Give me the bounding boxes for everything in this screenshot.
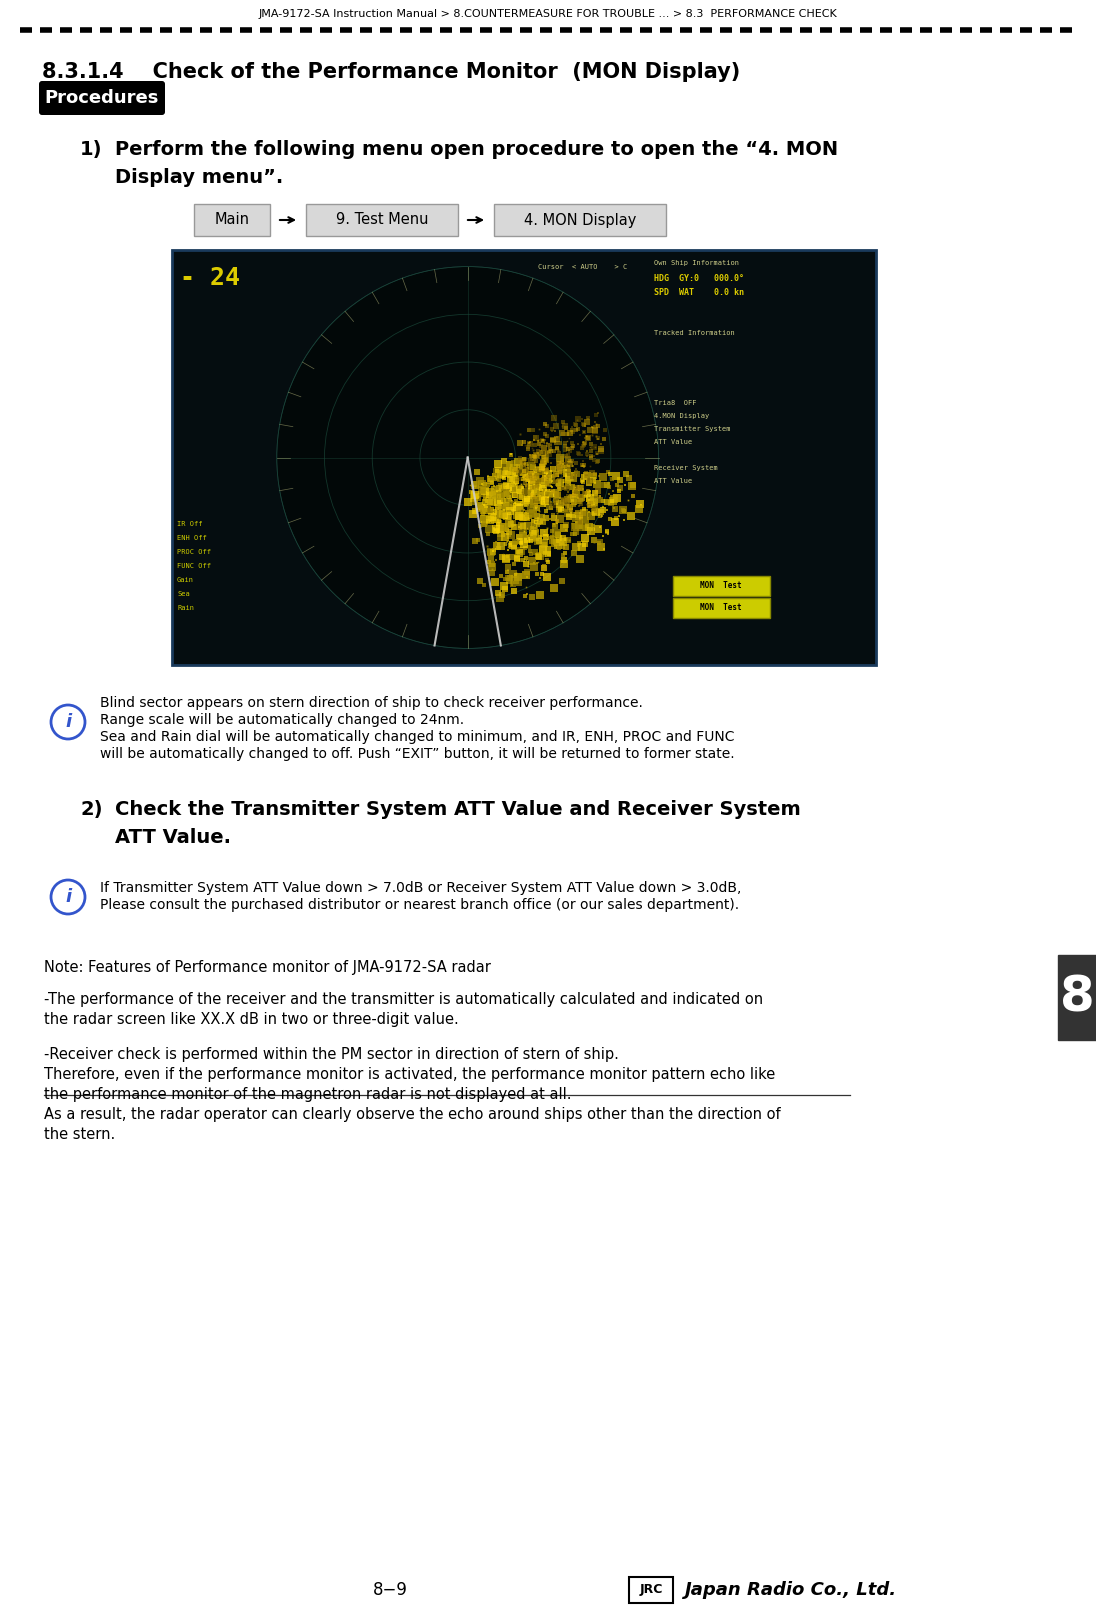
Text: Procedures: Procedures: [45, 89, 159, 107]
Text: Note: Features of Performance monitor of JMA-9172-SA radar: Note: Features of Performance monitor of…: [44, 961, 491, 975]
Text: HDG  GY:0   000.0°: HDG GY:0 000.0°: [654, 274, 744, 284]
Text: Receiver System: Receiver System: [654, 465, 718, 471]
FancyBboxPatch shape: [172, 249, 876, 664]
Text: JMA-9172-SA Instruction Manual > 8.COUNTERMEASURE FOR TROUBLE ... > 8.3  PERFORM: JMA-9172-SA Instruction Manual > 8.COUNT…: [259, 10, 837, 19]
FancyBboxPatch shape: [494, 204, 666, 237]
Text: ATT Value: ATT Value: [654, 439, 693, 446]
Text: Main: Main: [215, 212, 250, 227]
Text: 4. MON Display: 4. MON Display: [524, 212, 636, 227]
FancyBboxPatch shape: [194, 204, 270, 237]
Text: Rain: Rain: [176, 604, 194, 611]
Text: 8−9: 8−9: [373, 1581, 408, 1599]
Text: Range scale will be automatically changed to 24nm.: Range scale will be automatically change…: [100, 713, 464, 727]
Text: i: i: [65, 713, 71, 731]
Text: Gain: Gain: [176, 577, 194, 583]
FancyBboxPatch shape: [306, 204, 458, 237]
Text: FUNC Off: FUNC Off: [176, 562, 212, 569]
Text: Sea: Sea: [176, 591, 190, 596]
Text: Please consult the purchased distributor or nearest branch office (or our sales : Please consult the purchased distributor…: [100, 897, 739, 912]
Text: 2): 2): [80, 800, 103, 820]
Text: Therefore, even if the performance monitor is activated, the performance monitor: Therefore, even if the performance monit…: [44, 1068, 775, 1082]
Text: the stern.: the stern.: [44, 1128, 115, 1142]
Circle shape: [277, 267, 659, 648]
Text: Blind sector appears on stern direction of ship to check receiver performance.: Blind sector appears on stern direction …: [100, 697, 643, 710]
Text: -The performance of the receiver and the transmitter is automatically calculated: -The performance of the receiver and the…: [44, 991, 763, 1008]
Text: -Receiver check is performed within the PM sector in direction of stern of ship.: -Receiver check is performed within the …: [44, 1047, 619, 1063]
Text: MON  Test: MON Test: [700, 582, 742, 591]
Text: ATT Value: ATT Value: [654, 478, 693, 484]
FancyBboxPatch shape: [673, 577, 770, 596]
Text: the performance monitor of the magnetron radar is not displayed at all.: the performance monitor of the magnetron…: [44, 1087, 571, 1102]
Text: If Transmitter System ATT Value down > 7.0dB or Receiver System ATT Value down >: If Transmitter System ATT Value down > 7…: [100, 881, 741, 894]
Text: Tria8  OFF: Tria8 OFF: [654, 400, 697, 407]
Text: 8: 8: [1060, 974, 1095, 1022]
Text: Check the Transmitter System ATT Value and Receiver System: Check the Transmitter System ATT Value a…: [115, 800, 801, 820]
Text: As a result, the radar operator can clearly observe the echo around ships other : As a result, the radar operator can clea…: [44, 1106, 780, 1123]
FancyBboxPatch shape: [39, 81, 165, 115]
Text: Perform the following menu open procedure to open the “4. MON: Perform the following menu open procedur…: [115, 139, 838, 159]
Text: will be automatically changed to off. Push “EXIT” button, it will be returned to: will be automatically changed to off. Pu…: [100, 747, 734, 761]
Text: JRC: JRC: [639, 1583, 663, 1596]
Text: Sea and Rain dial will be automatically changed to minimum, and IR, ENH, PROC an: Sea and Rain dial will be automatically …: [100, 731, 734, 744]
Text: 9. Test Menu: 9. Test Menu: [335, 212, 429, 227]
Text: Tracked Information: Tracked Information: [654, 330, 735, 335]
Text: Japan Radio Co., Ltd.: Japan Radio Co., Ltd.: [685, 1581, 898, 1599]
Text: IR Off: IR Off: [176, 522, 203, 526]
Text: ENH Off: ENH Off: [176, 535, 207, 541]
Text: 4.MON Display: 4.MON Display: [654, 413, 709, 420]
Text: 8.3.1.4    Check of the Performance Monitor  (MON Display): 8.3.1.4 Check of the Performance Monitor…: [42, 62, 740, 83]
Text: the radar screen like XX.X dB in two or three-digit value.: the radar screen like XX.X dB in two or …: [44, 1012, 459, 1027]
Text: PROC Off: PROC Off: [176, 549, 212, 556]
FancyBboxPatch shape: [629, 1576, 673, 1604]
Text: SPD  WAT    0.0 kn: SPD WAT 0.0 kn: [654, 288, 744, 296]
Text: Own Ship Information: Own Ship Information: [654, 259, 739, 266]
Text: MON  Test: MON Test: [700, 604, 742, 612]
Text: Display menu”.: Display menu”.: [115, 168, 283, 186]
Text: ATT Value.: ATT Value.: [115, 828, 231, 847]
Text: - 24: - 24: [180, 266, 240, 290]
FancyBboxPatch shape: [673, 598, 770, 617]
Text: 1): 1): [80, 139, 103, 159]
FancyBboxPatch shape: [1058, 956, 1096, 1040]
Text: Cursor  < AUTO    > C: Cursor < AUTO > C: [538, 264, 627, 271]
Text: Transmitter System: Transmitter System: [654, 426, 731, 433]
Text: i: i: [65, 888, 71, 906]
